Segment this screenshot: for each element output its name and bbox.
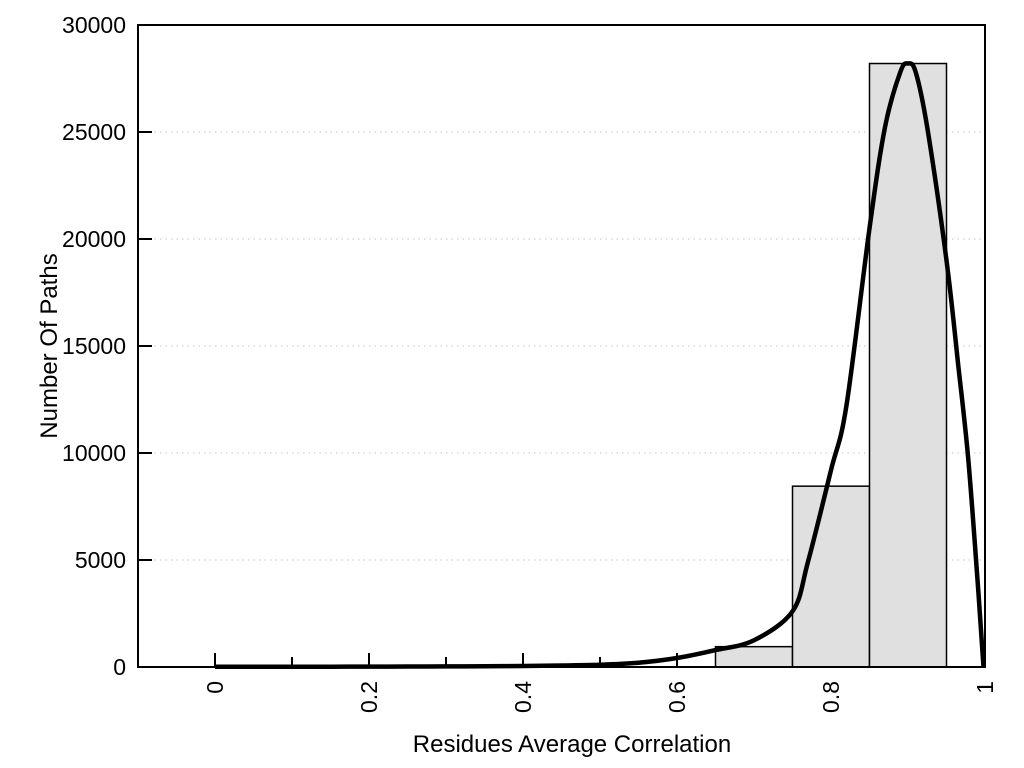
y-axis-title: Number Of Paths [36, 253, 63, 439]
y-tick-label: 5000 [75, 547, 126, 573]
x-tick-label: 0.8 [818, 681, 844, 713]
x-tick-label: 0.2 [356, 681, 382, 713]
y-tick-label: 0 [113, 654, 126, 680]
y-tick-label: 30000 [62, 12, 126, 38]
y-tick-label: 15000 [62, 333, 126, 359]
x-tick-label: 1 [972, 681, 998, 694]
x-tick-label: 0 [202, 681, 228, 694]
y-tick-label: 20000 [62, 226, 126, 252]
y-tick-label: 25000 [62, 119, 126, 145]
y-tick-label: 10000 [62, 440, 126, 466]
plot-border [137, 24, 986, 668]
x-axis-title: Residues Average Correlation [412, 731, 732, 758]
x-tick-label: 0.6 [664, 681, 690, 713]
x-tick-label: 0.4 [510, 681, 536, 713]
